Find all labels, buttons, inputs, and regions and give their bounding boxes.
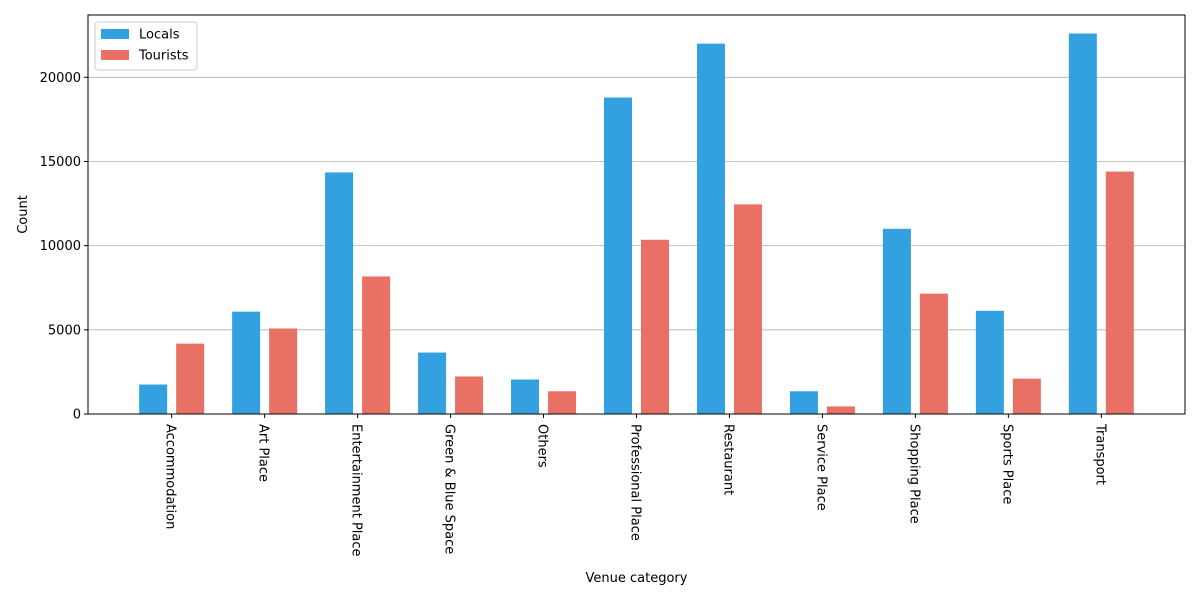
- x-axis-ticks: Accommodation Art Place Entertainment Plac…: [163, 414, 1107, 557]
- legend-swatch-locals: [101, 29, 129, 39]
- x-tick-label: Restaurant: [720, 424, 735, 495]
- x-tick-label: Accommodation: [163, 424, 178, 529]
- bar-locals-others: [511, 379, 540, 414]
- bar-tourists-professional-place: [641, 239, 669, 414]
- x-tick-label: Sports Place: [999, 424, 1014, 504]
- bar-tourists-shopping-place: [919, 293, 948, 414]
- bar-locals-sports-place: [975, 310, 1004, 414]
- bar-tourists-others: [548, 391, 577, 414]
- bar-locals-service-place: [789, 391, 818, 414]
- y-tick-label: 15000: [40, 155, 81, 170]
- bar-tourists-restaurant: [733, 204, 762, 414]
- bar-locals-shopping-place: [882, 228, 911, 414]
- y-tick-label: 5000: [48, 323, 81, 338]
- bar-locals-art-place: [232, 311, 261, 414]
- x-tick-label: Entertainment Place: [349, 424, 364, 557]
- bar-locals-restaurant: [696, 43, 725, 415]
- legend-swatch-tourists: [101, 50, 129, 60]
- bar-tourists-service-place: [826, 406, 855, 414]
- legend: Locals Tourists: [94, 21, 198, 71]
- bar-locals-green-blue-space: [418, 352, 447, 414]
- bar-tourists-entertainment-place: [362, 276, 391, 414]
- y-tick-label: 10000: [40, 239, 81, 254]
- legend-label-locals: Locals: [139, 28, 180, 43]
- bars: [139, 33, 1134, 415]
- y-tick-label: 20000: [40, 71, 81, 86]
- y-tick-label: 0: [73, 408, 81, 423]
- bar-tourists-sports-place: [1012, 378, 1041, 414]
- legend-label-tourists: Tourists: [138, 49, 189, 64]
- bar-locals-professional-place: [604, 97, 632, 415]
- y-axis-ticks: 0 5000 10000 15000 20000: [40, 71, 88, 423]
- x-tick-label: Shopping Place: [906, 424, 921, 524]
- y-axis-label: Count: [16, 195, 31, 234]
- bar-tourists-green-blue-space: [455, 376, 484, 414]
- x-axis-label: Venue category: [586, 571, 688, 586]
- bar-locals-transport: [1068, 33, 1097, 415]
- x-tick-label: Professional Place: [628, 424, 643, 541]
- bar-tourists-art-place: [269, 328, 298, 414]
- bar-tourists-transport: [1105, 171, 1134, 414]
- x-tick-label: Green & Blue Space: [442, 424, 457, 554]
- x-tick-label: Service Place: [813, 424, 828, 511]
- bar-locals-accommodation: [139, 384, 168, 414]
- x-tick-label: Others: [535, 424, 550, 468]
- bar-tourists-accommodation: [176, 343, 205, 414]
- x-tick-label: Transport: [1092, 423, 1107, 485]
- x-tick-label: Art Place: [256, 424, 271, 482]
- bar-locals-entertainment-place: [325, 172, 354, 414]
